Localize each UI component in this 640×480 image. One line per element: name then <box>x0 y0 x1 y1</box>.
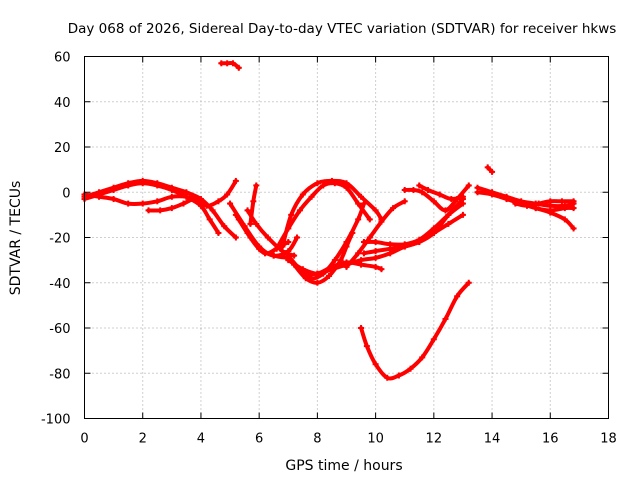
y-tick-label: -20 <box>49 232 70 247</box>
chart-title: Day 068 of 2026, Sidereal Day-to-day VTE… <box>68 21 617 37</box>
y-tick-label: -100 <box>41 413 71 428</box>
series-group <box>81 60 577 381</box>
y-tick-label: 60 <box>54 51 71 66</box>
y-tick-label: 0 <box>62 186 70 201</box>
x-tick-label: 18 <box>600 432 617 447</box>
y-tick-label: -40 <box>49 277 70 292</box>
series-trace-16 <box>300 260 384 277</box>
x-tick-label: 10 <box>367 432 384 447</box>
x-tick-label: 6 <box>255 432 263 447</box>
axis-ticks <box>84 56 609 419</box>
plot-frame <box>84 56 609 419</box>
x-tick-label: 4 <box>197 432 205 447</box>
x-tick-label: 12 <box>426 432 443 447</box>
tick-labels: 0 2 4 6 8 10 12 14 16 18 60 40 20 0 -20 -40 -60 -80 -100 <box>41 51 617 447</box>
y-tick-label: -60 <box>49 322 70 337</box>
grid <box>84 56 609 419</box>
y-tick-label: 40 <box>54 96 71 111</box>
x-axis-label: GPS time / hours <box>285 458 402 474</box>
x-tick-label: 16 <box>542 432 559 447</box>
x-tick-label: 2 <box>139 432 147 447</box>
y-axis-label: SDTVAR / TECUs <box>8 181 24 296</box>
y-tick-label: 20 <box>54 141 71 156</box>
x-tick-label: 14 <box>484 432 501 447</box>
x-tick-label: 0 <box>80 432 88 447</box>
y-tick-label: -80 <box>49 367 70 382</box>
x-tick-label: 8 <box>313 432 321 447</box>
